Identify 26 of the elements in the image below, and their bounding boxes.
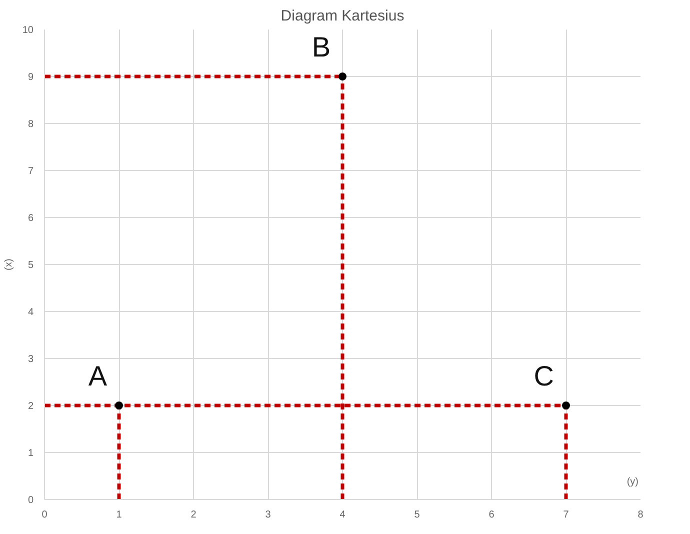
x-tick-label: 2 — [190, 510, 197, 520]
x-tick-label: 6 — [488, 510, 495, 520]
y-tick-label: 10 — [22, 25, 34, 36]
x-tick-label: 5 — [414, 510, 420, 520]
y-axis-title: (x) — [3, 258, 14, 270]
y-tick-label: 1 — [28, 448, 34, 459]
y-tick-label: 3 — [28, 354, 34, 365]
x-axis-title: (y) — [626, 476, 639, 488]
annotation: A — [88, 360, 108, 392]
y-tick-label: 2 — [28, 401, 34, 412]
annotation: B — [312, 32, 331, 62]
chart-title: Diagram Kartesius — [280, 8, 404, 24]
x-tick-label: 4 — [340, 510, 346, 520]
y-tick-label: 6 — [28, 213, 34, 224]
annotation: C — [534, 360, 554, 392]
x-tick-label: 0 — [42, 510, 48, 520]
x-tick-label: 8 — [638, 510, 644, 520]
y-tick-label: 0 — [28, 495, 34, 506]
y-tick-label: 8 — [28, 119, 34, 130]
y-tick-label: 7 — [28, 166, 34, 177]
y-tick-label: 4 — [28, 307, 34, 318]
y-tick-label: 9 — [28, 72, 34, 83]
y-tick-label: 5 — [28, 260, 34, 271]
x-tick-label: 1 — [116, 510, 122, 520]
x-tick-label: 7 — [563, 510, 570, 520]
x-tick-label: 3 — [265, 510, 272, 520]
